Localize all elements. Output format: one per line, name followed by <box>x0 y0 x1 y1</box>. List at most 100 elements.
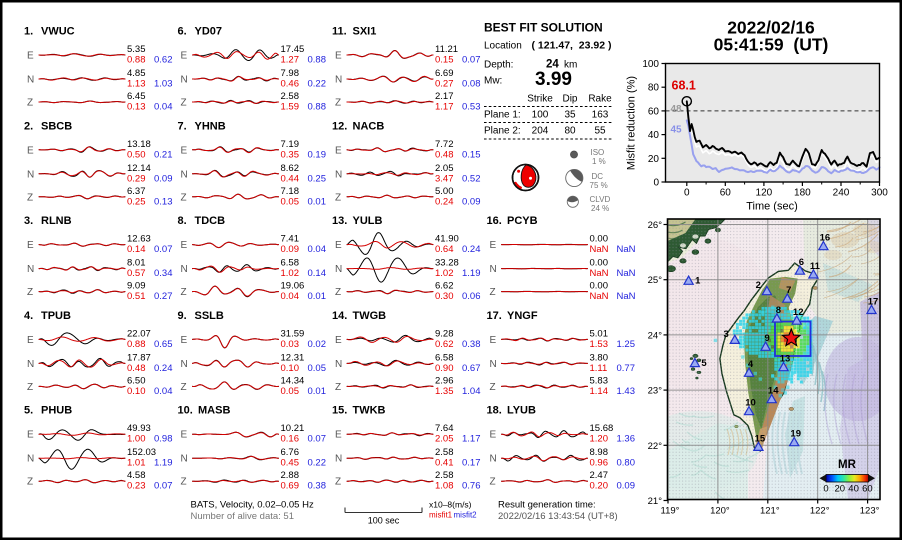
svg-text:15.68: 15.68 <box>590 423 614 434</box>
svg-text:1.36: 1.36 <box>617 434 636 445</box>
svg-text:0.62: 0.62 <box>435 339 454 350</box>
svg-text:Z: Z <box>181 382 187 393</box>
svg-text:0.77: 0.77 <box>617 363 636 374</box>
svg-text:0.01: 0.01 <box>308 196 327 207</box>
svg-text:YULB: YULB <box>353 215 383 227</box>
svg-text:1.: 1. <box>24 26 33 38</box>
svg-text:13.18: 13.18 <box>127 139 151 150</box>
svg-text:123°: 123° <box>860 506 880 517</box>
svg-text:2.88: 2.88 <box>281 470 300 481</box>
svg-text:0.44: 0.44 <box>281 173 300 184</box>
svg-text:1.53: 1.53 <box>590 339 609 350</box>
svg-text:12.: 12. <box>332 120 347 132</box>
svg-text:Z: Z <box>490 477 496 488</box>
svg-text:163: 163 <box>592 110 609 121</box>
svg-text:0.53: 0.53 <box>462 102 481 113</box>
svg-text:13.: 13. <box>332 215 347 227</box>
svg-text:6.45: 6.45 <box>127 91 146 102</box>
svg-text:19.06: 19.06 <box>281 281 305 292</box>
svg-text:N: N <box>335 359 342 370</box>
svg-text:7.98: 7.98 <box>281 68 300 79</box>
svg-text:Z: Z <box>490 382 496 393</box>
svg-text:0.24: 0.24 <box>462 244 481 255</box>
svg-text:NaN: NaN <box>590 268 609 279</box>
svg-text:7.64: 7.64 <box>435 423 454 434</box>
svg-text:40: 40 <box>648 130 660 141</box>
svg-text:5.00: 5.00 <box>435 186 454 197</box>
svg-text:TDCB: TDCB <box>195 215 226 227</box>
svg-text:2022/02/16: 2022/02/16 <box>727 18 815 38</box>
svg-text:16.: 16. <box>487 215 502 227</box>
svg-text:16: 16 <box>820 233 831 244</box>
svg-text:Plane 1:: Plane 1: <box>484 110 521 121</box>
svg-text:Number of alive data: 51: Number of alive data: 51 <box>191 511 295 522</box>
svg-text:0.02: 0.02 <box>308 339 327 350</box>
svg-text:121°: 121° <box>760 506 780 517</box>
svg-text:0.50: 0.50 <box>127 149 146 160</box>
svg-text:6.76: 6.76 <box>281 447 300 458</box>
svg-text:0.05: 0.05 <box>281 386 300 397</box>
svg-text:0.09: 0.09 <box>617 481 636 492</box>
svg-text:11.: 11. <box>332 26 347 38</box>
svg-text:0: 0 <box>823 484 828 495</box>
svg-text:Z: Z <box>27 98 33 109</box>
svg-text:Rake: Rake <box>588 94 612 105</box>
svg-text:6.50: 6.50 <box>127 375 146 386</box>
svg-text:Z: Z <box>27 477 33 488</box>
svg-text:18.: 18. <box>487 405 502 417</box>
svg-text:12.31: 12.31 <box>281 352 305 363</box>
svg-text:17.87: 17.87 <box>127 352 151 363</box>
svg-text:48: 48 <box>671 104 683 115</box>
svg-text:TPUB: TPUB <box>41 310 71 322</box>
svg-text:9.: 9. <box>178 310 187 322</box>
svg-text:2.58: 2.58 <box>435 470 454 481</box>
svg-text:1.00: 1.00 <box>127 434 146 445</box>
svg-text:( 121.47, 23.92 ): ( 121.47, 23.92 ) <box>532 39 612 51</box>
svg-text:0.14: 0.14 <box>127 244 146 255</box>
svg-text:19: 19 <box>790 429 801 440</box>
svg-text:7.72: 7.72 <box>435 139 454 150</box>
svg-text:E: E <box>490 335 497 346</box>
svg-text:100: 100 <box>532 110 549 121</box>
svg-text:SBCB: SBCB <box>41 120 72 132</box>
svg-text:E: E <box>181 430 188 441</box>
svg-text:55: 55 <box>594 126 606 137</box>
svg-text:0.09: 0.09 <box>462 196 481 207</box>
svg-text:Z: Z <box>335 477 341 488</box>
svg-text:0.07: 0.07 <box>308 434 327 445</box>
svg-text:35: 35 <box>564 110 576 121</box>
svg-text:20: 20 <box>648 154 660 165</box>
svg-text:E: E <box>27 240 34 251</box>
svg-text:0.88: 0.88 <box>127 339 146 350</box>
svg-text:NaN: NaN <box>617 268 636 279</box>
svg-text:0.76: 0.76 <box>462 481 481 492</box>
svg-text:0.16: 0.16 <box>281 434 300 445</box>
svg-text:05:41:59 (UT): 05:41:59 (UT) <box>714 35 829 55</box>
svg-text:Time (sec): Time (sec) <box>746 201 798 213</box>
svg-text:12.14: 12.14 <box>127 163 151 174</box>
svg-text:SXI1: SXI1 <box>353 26 377 38</box>
svg-text:2.: 2. <box>24 120 33 132</box>
svg-text:0.22: 0.22 <box>308 79 327 90</box>
svg-text:misfit2: misfit2 <box>454 511 478 520</box>
svg-text:E: E <box>181 51 188 62</box>
svg-text:1.01: 1.01 <box>127 458 146 469</box>
svg-text:0.30: 0.30 <box>435 291 454 302</box>
svg-text:0.80: 0.80 <box>617 458 636 469</box>
svg-text:RLNB: RLNB <box>41 215 72 227</box>
svg-text:8.98: 8.98 <box>590 447 609 458</box>
svg-text:100 sec: 100 sec <box>368 516 400 526</box>
svg-text:4.: 4. <box>24 310 33 322</box>
svg-text:0: 0 <box>653 178 659 189</box>
svg-text:0.09: 0.09 <box>281 244 300 255</box>
svg-text:14.: 14. <box>332 310 347 322</box>
svg-text:N: N <box>181 75 188 86</box>
svg-text:Z: Z <box>335 287 341 298</box>
svg-text:2.58: 2.58 <box>281 91 300 102</box>
svg-text:120: 120 <box>756 188 773 199</box>
svg-text:23°: 23° <box>648 386 663 397</box>
svg-text:0.27: 0.27 <box>154 291 173 302</box>
svg-text:Z: Z <box>27 287 33 298</box>
svg-text:Z: Z <box>181 477 187 488</box>
svg-text:12.63: 12.63 <box>127 234 151 245</box>
